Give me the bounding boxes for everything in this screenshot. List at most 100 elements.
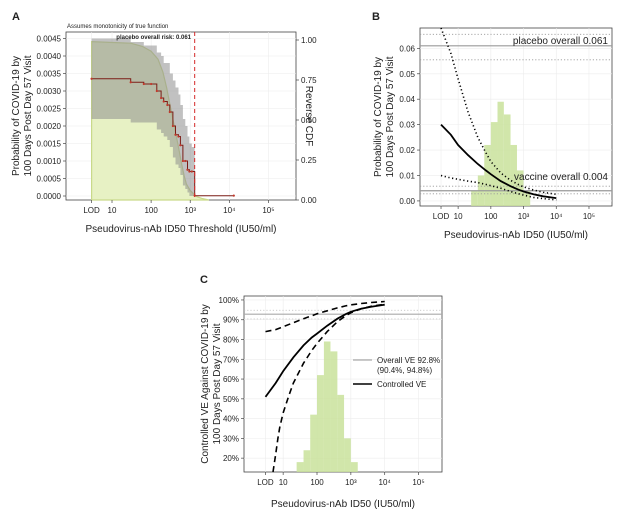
panel-a-estimate-point-1 bbox=[129, 81, 132, 84]
panel-b-histogram-bar-8 bbox=[523, 190, 531, 206]
panel-b-y-tick-label-2: 0.02 bbox=[399, 146, 415, 155]
panel-a-estimate-point-12 bbox=[179, 144, 182, 147]
panel-b-y-tick-label-4: 0.04 bbox=[399, 95, 415, 104]
panel-a-right-y-ticks: 0.00 0.25 0.50 0.75 1.00 bbox=[296, 36, 317, 205]
panel-a-estimate-point-4 bbox=[155, 89, 158, 93]
panel-b-x-tick-label-3: 10³ bbox=[518, 212, 530, 221]
panel-a-x-tick-label-4: 10⁴ bbox=[223, 206, 236, 215]
panel-c-x-tick-label-0: LOD bbox=[257, 478, 274, 487]
panel-b-x-axis-label: Pseudovirus-nAb ID50 (IU50/ml) bbox=[444, 230, 588, 241]
panel-c-x-ticks: LOD 10 100 10³ 10⁴ 10⁵ bbox=[257, 472, 425, 487]
panel-c-histogram-bar-8 bbox=[350, 462, 358, 472]
panel-c-histogram-bar-4 bbox=[323, 341, 331, 472]
panel-a-y-tick-label-8: 0.0040 bbox=[37, 52, 62, 61]
panel-c-histogram-bar-1 bbox=[303, 450, 311, 472]
panel-a-annotation-placebo-risk: placebo overall risk: 0.061 bbox=[116, 35, 191, 41]
panel-a-y-tick-label-0: 0.0000 bbox=[37, 192, 62, 201]
panel-a-y-tick-label-2: 0.0010 bbox=[37, 157, 62, 166]
panel-c-legend: Overall VE 92.8% (90.4%, 94.8%) Controll… bbox=[353, 356, 440, 389]
panel-c-x-tick-label-1: 10 bbox=[279, 478, 288, 487]
panel-b-y-tick-label-5: 0.05 bbox=[399, 70, 415, 79]
panel-b-x-tick-label-4: 10⁴ bbox=[550, 212, 563, 221]
panel-a-y-tick-label-1: 0.0005 bbox=[37, 175, 62, 184]
panel-c-x-tick-label-4: 10⁴ bbox=[379, 478, 392, 487]
panel-a-y-tick-label-5: 0.0025 bbox=[37, 105, 62, 114]
panel-b-y-tick-label-1: 0.01 bbox=[399, 171, 415, 180]
panel-b-histogram-bar-3 bbox=[490, 122, 498, 206]
panel-c-y-tick-label-6: 80% bbox=[223, 336, 239, 345]
panel-c-y-tick-label-5: 70% bbox=[223, 355, 239, 364]
panel-a-confidence-band bbox=[91, 38, 195, 196]
panel-c-y-axis-label-line2: 100 Days Post Day 57 Visit bbox=[212, 323, 223, 444]
panel-a-estimate-point-3 bbox=[150, 82, 153, 86]
panel-a-letter: A bbox=[12, 11, 20, 23]
panel-b-y-axis-label-line1: Probability of COVID-19 by bbox=[373, 57, 384, 177]
panel-c: C Overall VE 92.8% (90.4%, 94.8%) Contro… bbox=[200, 274, 443, 510]
panel-b-y-axis-label-line2: 100 Days Post Day 57 Visit bbox=[385, 56, 396, 177]
panel-c-ci-upper bbox=[265, 300, 385, 333]
panel-c-letter: C bbox=[200, 274, 208, 286]
panel-a-estimate-point-0 bbox=[90, 77, 93, 80]
panel-c-histogram-bar-3 bbox=[317, 375, 324, 472]
panel-a-estimate-point-8 bbox=[168, 110, 171, 114]
panel-b-x-tick-label-2: 100 bbox=[484, 212, 498, 221]
panel-b-placebo-label: placebo overall 0.061 bbox=[513, 36, 609, 47]
panel-a-estimate-point-16 bbox=[188, 170, 191, 173]
panel-c-histogram-bar-2 bbox=[310, 414, 318, 472]
panel-c-y-tick-label-3: 50% bbox=[223, 395, 239, 404]
panel-a-y-tick-label-3: 0.0015 bbox=[37, 140, 62, 149]
panel-a: A Assumes monotonicity of true function … bbox=[11, 11, 317, 235]
panel-c-x-tick-label-2: 100 bbox=[310, 478, 324, 487]
panel-c-overall-ve-lines bbox=[244, 309, 442, 320]
panel-b-y-tick-label-3: 0.03 bbox=[399, 121, 415, 130]
panel-b-histogram-bar-6 bbox=[510, 144, 517, 206]
panel-b-ci-lower bbox=[440, 174, 557, 201]
panel-a-x-tick-label-0: LOD bbox=[83, 206, 100, 215]
panel-b-histogram-bar-2 bbox=[484, 144, 491, 206]
panel-a-estimate-point-6 bbox=[162, 100, 165, 103]
panel-c-histogram-bar-6 bbox=[337, 394, 345, 472]
panel-a-y-tick-label-7: 0.0035 bbox=[37, 70, 62, 79]
panel-a-right-y-tick-label-4: 1.00 bbox=[301, 36, 317, 45]
panel-c-y-tick-label-4: 60% bbox=[223, 375, 239, 384]
panel-c-y-tick-label-1: 30% bbox=[223, 434, 239, 443]
panel-a-y-axis-label-line1: Probability of COVID-19 by bbox=[11, 56, 22, 176]
panel-a-y-tick-label-4: 0.0020 bbox=[37, 122, 62, 131]
panel-b: B placebo overall 0.061 vaccine overall … bbox=[372, 11, 613, 241]
panel-c-y-axis-label-line1: Controlled VE Against COVID-19 by bbox=[200, 304, 211, 464]
panel-c-histogram-bar-5 bbox=[330, 351, 338, 472]
panel-a-estimate-point-13 bbox=[181, 159, 185, 163]
panel-b-vaccine-label: vaccine overall 0.004 bbox=[514, 172, 608, 183]
panel-b-x-tick-label-1: 10 bbox=[454, 212, 463, 221]
panel-c-histogram-bar-0 bbox=[296, 462, 304, 472]
legend-overall-ve-ci-label: (90.4%, 94.8%) bbox=[377, 366, 432, 375]
panel-a-estimate-point-10 bbox=[174, 133, 177, 136]
panel-b-risk-curve bbox=[440, 123, 557, 199]
panel-a-right-y-tick-label-2: 0.50 bbox=[301, 116, 317, 125]
panel-c-y-tick-label-8: 100% bbox=[219, 296, 239, 305]
panel-b-x-ticks: LOD 10 100 10³ 10⁴ 10⁵ bbox=[433, 206, 595, 221]
panel-c-x-axis-label: Pseudovirus-nAb ID50 (IU50/ml) bbox=[271, 499, 415, 510]
panel-c-y-tick-label-2: 40% bbox=[223, 415, 239, 424]
panel-a-x-ticks: LOD 10 100 10³ 10⁴ 10⁵ bbox=[83, 200, 275, 215]
panel-a-x-tick-label-5: 10⁵ bbox=[262, 206, 274, 215]
panel-b-letter: B bbox=[372, 11, 380, 23]
panel-c-x-tick-label-5: 10⁵ bbox=[412, 478, 424, 487]
panel-a-right-y-tick-label-1: 0.25 bbox=[301, 156, 317, 165]
panel-a-y-ticks: 0.0000 0.0005 0.0010 0.0015 0.0020 0.0025 0.00… bbox=[37, 35, 66, 201]
panel-a-right-y-tick-label-3: 0.75 bbox=[301, 76, 317, 85]
panel-a-estimate-point-15 bbox=[186, 168, 189, 171]
panel-c-ci-lower bbox=[272, 303, 385, 473]
panel-b-y-tick-label-0: 0.00 bbox=[399, 197, 415, 206]
panel-c-histogram-bar-7 bbox=[344, 438, 351, 472]
panel-b-y-tick-label-6: 0.06 bbox=[399, 44, 415, 53]
legend-controlled-ve-label: Controlled VE bbox=[377, 380, 426, 389]
panel-a-estimate-point-17 bbox=[190, 170, 193, 173]
panel-a-y-axis-label-line2: 100 Days Post Day 57 Visit bbox=[23, 55, 34, 176]
panel-a-x-tick-label-1: 10 bbox=[108, 206, 117, 215]
panel-a-right-y-axis-label: Reverse CDF bbox=[303, 86, 314, 147]
panel-b-histogram-bar-4 bbox=[497, 101, 504, 206]
panel-a-estimate-point-14 bbox=[184, 159, 187, 163]
panel-b-histogram-bar-7 bbox=[516, 170, 524, 206]
